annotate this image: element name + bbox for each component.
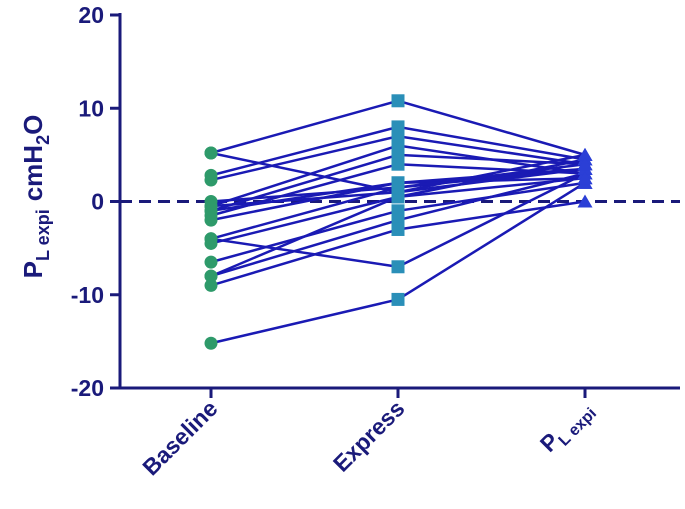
marker [391,181,405,195]
y-axis-label: PL expi cmH2O [18,115,53,279]
marker [391,157,405,171]
marker [577,171,593,185]
label-part: O [18,115,48,135]
marker [204,278,218,292]
y-tick-label: 20 [78,2,104,28]
label-part: Baseline [137,395,222,480]
marker [204,195,218,208]
marker [204,213,218,227]
marker [204,173,218,187]
label-part: Express [328,395,410,477]
marker [204,255,218,269]
marker [577,194,593,208]
y-tick-label: 0 [91,189,104,215]
label-part: L expi [33,209,53,261]
marker [204,146,218,160]
label-part: cmH [18,145,48,201]
marker [391,94,405,108]
marker [204,204,218,218]
marker [204,336,218,350]
y-tick-label: 10 [78,95,104,121]
marker [391,260,405,274]
x-tick-label: Baseline [137,395,222,480]
label-part: 2 [33,135,53,145]
marker [577,157,593,171]
x-tick-label: Express [328,395,410,477]
marker [391,292,405,306]
y-tick-label: -20 [71,375,104,401]
y-tick-label: -10 [71,282,104,308]
label-part: L expi [556,405,601,450]
label-part: P [18,261,48,278]
marker [204,269,218,283]
marker [204,232,218,246]
x-tick-label: PL expi [535,395,600,460]
marker [577,147,593,161]
marker [391,222,405,236]
